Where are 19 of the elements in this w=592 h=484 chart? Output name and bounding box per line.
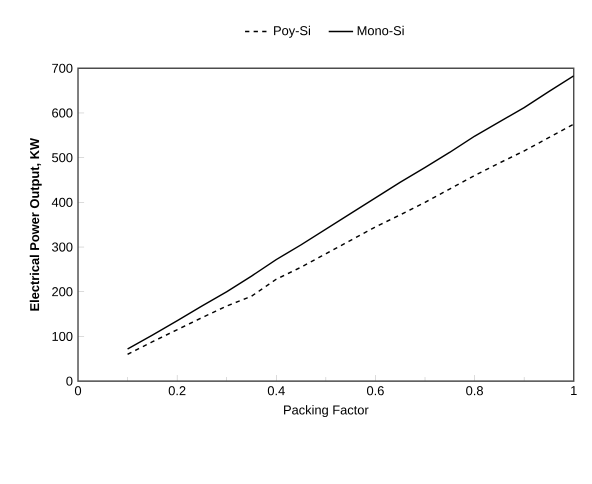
y-tick-label: 100 [52, 332, 72, 342]
y-tick-label: 200 [52, 287, 72, 296]
x-tick-label: 0.4 [268, 386, 285, 396]
legend-label: Mono-Si [358, 26, 404, 36]
y-tick-label: 700 [52, 64, 72, 73]
line-series [126, 123, 574, 356]
x-tick-label: 1 [571, 386, 577, 396]
x-axis-title: Packing Factor [284, 405, 368, 418]
x-tick-label: 0.6 [366, 386, 384, 396]
y-tick-label: 600 [52, 108, 72, 118]
x-tick-label: 0.2 [168, 386, 186, 396]
legend-label: Poy-Si [274, 26, 310, 38]
y-tick-label: 400 [52, 198, 72, 207]
y-tick-label: 500 [52, 153, 72, 162]
y-tick-label: 0 [66, 376, 72, 386]
x-tick-label: 0.8 [466, 386, 483, 396]
y-axis-title: Electrical Power Output, KW [30, 138, 42, 311]
y-tick-label: 300 [52, 242, 72, 252]
x-tick-label: 0 [74, 386, 82, 396]
